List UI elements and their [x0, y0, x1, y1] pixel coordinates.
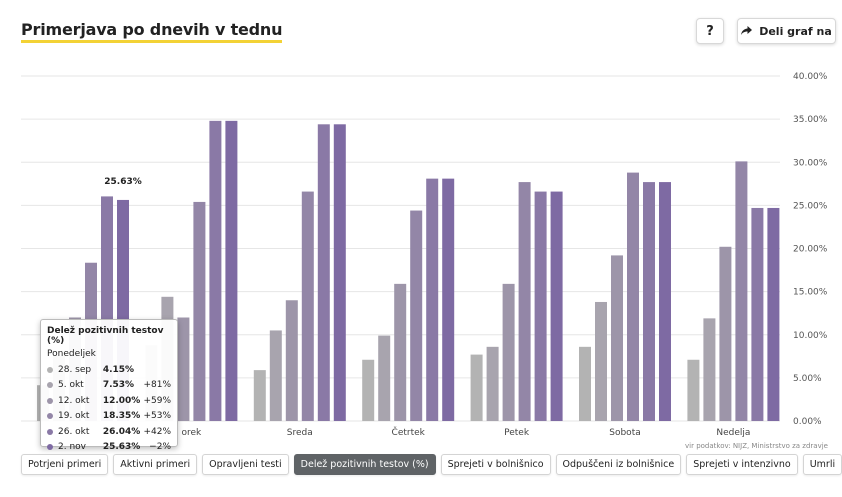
tab-potrjeni-primeri[interactable]: Potrjeni primeri — [21, 454, 109, 475]
tooltip-row: 28. sep 4.15% — [47, 362, 171, 378]
bar — [426, 178, 439, 421]
tab-umrli[interactable]: Umrli — [802, 454, 842, 475]
bar — [643, 182, 655, 421]
series-dot-icon — [47, 428, 53, 435]
bar — [225, 120, 238, 421]
tooltip-change: −2% — [149, 442, 171, 453]
x-tick-label: Četrtek — [392, 426, 426, 438]
bar — [659, 182, 671, 421]
tooltip-date: 5. okt — [58, 380, 84, 391]
bar — [703, 318, 716, 421]
data-source: vir podatkov: NIJZ, Ministrstvo za zdrav… — [685, 442, 828, 450]
metric-tabs: Potrjeni primeri Aktivni primeri Opravljen… — [21, 454, 842, 475]
tooltip-title: Delež pozitivnih testov (%) — [47, 326, 164, 346]
tooltip-subtitle: Ponedeljek — [47, 349, 96, 359]
bar — [177, 317, 190, 421]
tooltip-date: 19. okt — [58, 411, 90, 422]
x-tick-label: Sobota — [609, 428, 640, 438]
tooltip-date: 28. sep — [58, 364, 92, 375]
bar — [333, 124, 346, 422]
tab-opravljeni-testi[interactable]: Opravljeni testi — [202, 454, 289, 475]
bar — [442, 178, 455, 421]
x-tick-label: Petek — [504, 428, 530, 438]
bar — [611, 255, 623, 421]
bar — [410, 210, 423, 421]
tab-aktivni-primeri[interactable]: Aktivni primeri — [113, 454, 198, 475]
tooltip-date: 12. okt — [58, 395, 90, 406]
x-tick-label: orek — [182, 428, 203, 438]
x-tick-label: Nedelja — [716, 428, 750, 438]
y-tick-label: 15.00% — [793, 288, 828, 298]
series-dot-icon — [47, 366, 53, 373]
help-button[interactable]: ? — [696, 18, 724, 44]
bar — [518, 182, 531, 421]
tooltip-value: 25.63% — [102, 442, 141, 453]
bar — [285, 300, 298, 421]
bar — [317, 124, 330, 422]
share-label: Deli graf na — [759, 24, 832, 38]
tooltip-value: 12.00% — [102, 395, 141, 406]
chart-tooltip: Delež pozitivnih testov (%) Ponedeljek 2… — [40, 319, 178, 452]
bar — [486, 346, 499, 421]
series-dot-icon — [47, 444, 53, 451]
tab-sprejeti-v-intenzivno[interactable]: Sprejeti v intenzivno — [686, 454, 798, 475]
tab-sprejeti-v-bolnišnico[interactable]: Sprejeti v bolnišnico — [440, 454, 551, 475]
bar — [595, 301, 607, 421]
bar — [719, 246, 732, 421]
page-title: Primerjava po dnevih v tednu — [21, 20, 283, 43]
tooltip-value: 7.53% — [102, 380, 135, 391]
tooltip-value: 26.04% — [102, 426, 141, 437]
bar — [502, 283, 515, 421]
series-dot-icon — [47, 413, 53, 420]
y-tick-label: 25.00% — [793, 201, 828, 211]
tab-delež-pozitivnih-testov[interactable]: Delež pozitivnih testov (%) — [293, 454, 436, 475]
tooltip-value: 4.15% — [102, 364, 135, 375]
share-button[interactable]: Deli graf na — [737, 18, 836, 44]
y-tick-label: 5.00% — [793, 374, 822, 384]
tooltip-change: +59% — [143, 395, 171, 406]
y-tick-label: 10.00% — [793, 331, 828, 341]
tab-odpuščeni-iz-bolnišnice[interactable]: Odpuščeni iz bolnišnice — [555, 454, 682, 475]
bar — [193, 201, 206, 421]
tooltip-row: 26. okt 26.04% +42% — [47, 424, 171, 440]
tooltip-date: 2. nov — [58, 442, 86, 453]
tooltip-row: 12. okt 12.00% +59% — [47, 393, 171, 409]
bar — [687, 359, 700, 421]
bar — [378, 335, 391, 421]
bar — [751, 207, 764, 421]
tooltip-change: +81% — [143, 380, 171, 391]
y-tick-label: 35.00% — [793, 115, 828, 125]
tooltip-row: 2. nov 25.63% −2% — [47, 440, 171, 456]
bar — [253, 370, 266, 421]
tooltip-change: +42% — [143, 426, 171, 437]
y-tick-label: 0.00% — [793, 417, 822, 427]
x-tick-label: Sreda — [287, 428, 313, 438]
help-label: ? — [706, 23, 714, 39]
bar — [269, 330, 282, 421]
tooltip-row: 19. okt 18.35% +53% — [47, 409, 171, 425]
bar — [301, 191, 314, 421]
y-tick-label: 30.00% — [793, 158, 828, 168]
bar — [209, 120, 222, 421]
y-tick-label: 20.00% — [793, 245, 828, 255]
bar — [579, 346, 591, 421]
tooltip-value: 18.35% — [102, 411, 141, 422]
bar — [394, 283, 407, 421]
share-arrow-icon — [741, 26, 753, 35]
tooltip-row: 5. okt 7.53% +81% — [47, 378, 171, 394]
y-tick-label: 40.00% — [793, 72, 828, 82]
data-label: 25.63% — [104, 177, 142, 187]
bar — [735, 161, 748, 421]
tooltip-date: 26. okt — [58, 426, 90, 437]
bar — [550, 191, 563, 421]
series-dot-icon — [47, 382, 53, 389]
bar — [470, 354, 483, 421]
tooltip-change: +53% — [143, 411, 171, 422]
series-dot-icon — [47, 397, 53, 404]
bar — [362, 359, 375, 421]
bar — [767, 207, 780, 421]
bar — [627, 172, 639, 421]
bar — [534, 191, 547, 421]
